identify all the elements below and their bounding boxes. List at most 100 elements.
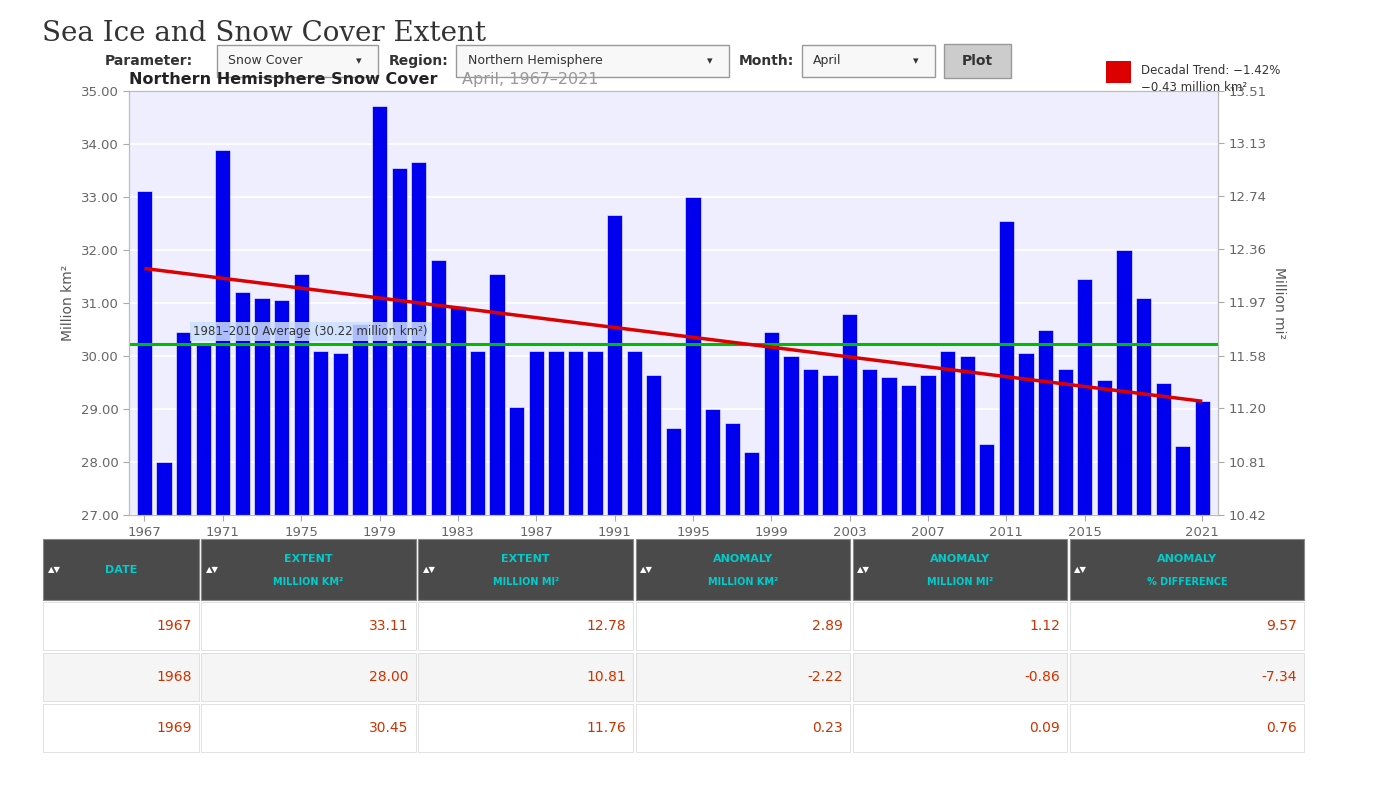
Text: MILLION MI²: MILLION MI²	[927, 577, 993, 587]
Bar	[392, 168, 407, 787]
Bar	[157, 462, 172, 787]
Text: MILLION KM²: MILLION KM²	[707, 577, 778, 587]
Text: ▲▼: ▲▼	[640, 565, 652, 575]
Text: 2.89: 2.89	[812, 619, 843, 633]
Bar	[686, 197, 700, 787]
Y-axis label: Million km²: Million km²	[62, 265, 76, 341]
Bar	[549, 351, 564, 787]
Bar	[1135, 297, 1151, 787]
Bar	[529, 351, 545, 787]
FancyBboxPatch shape	[217, 45, 378, 77]
Bar	[1096, 380, 1112, 787]
Text: 12.78: 12.78	[587, 619, 626, 633]
Bar	[451, 305, 466, 787]
Text: April, 1967–2021: April, 1967–2021	[462, 72, 599, 87]
Bar	[1175, 446, 1190, 787]
Text: Snow Cover: Snow Cover	[228, 54, 302, 68]
Text: ▾: ▾	[356, 56, 361, 66]
Text: 33.11: 33.11	[370, 619, 409, 633]
Text: ANOMALY: ANOMALY	[1156, 554, 1217, 563]
Bar	[372, 106, 388, 787]
Bar	[216, 150, 231, 787]
Text: -0.86: -0.86	[1025, 671, 1060, 684]
Bar	[959, 356, 974, 787]
Text: ▲▼: ▲▼	[857, 565, 869, 575]
Bar	[431, 260, 447, 787]
Text: -2.22: -2.22	[808, 671, 843, 684]
Text: Plot: Plot	[962, 54, 993, 68]
Bar	[900, 386, 916, 787]
Bar	[745, 452, 759, 787]
Bar	[333, 353, 349, 787]
Text: 30.45: 30.45	[370, 722, 409, 735]
Bar	[764, 332, 778, 787]
Bar	[255, 297, 270, 787]
Text: 11.76: 11.76	[587, 722, 626, 735]
Text: Parameter:: Parameter:	[105, 54, 193, 68]
Text: 0.23: 0.23	[812, 722, 843, 735]
Text: ▾: ▾	[707, 56, 713, 66]
Text: DATE: DATE	[105, 565, 137, 575]
Bar	[196, 345, 211, 787]
Text: ANOMALY: ANOMALY	[930, 554, 990, 563]
Bar	[353, 324, 368, 787]
Bar	[802, 369, 818, 787]
Text: EXTENT: EXTENT	[501, 554, 550, 563]
FancyBboxPatch shape	[944, 43, 1011, 79]
Text: 9.57: 9.57	[1266, 619, 1296, 633]
Bar	[1155, 382, 1170, 787]
Text: -7.34: -7.34	[1261, 671, 1296, 684]
FancyBboxPatch shape	[456, 45, 729, 77]
Bar	[235, 292, 251, 787]
Bar	[647, 375, 661, 787]
Bar	[1116, 249, 1131, 787]
Text: Decadal Trend: −1.42%
−0.43 million km²: Decadal Trend: −1.42% −0.43 million km²	[1141, 64, 1281, 94]
Text: ▲▼: ▲▼	[423, 565, 435, 575]
Bar	[706, 409, 720, 787]
Bar	[412, 162, 427, 787]
Bar	[783, 356, 798, 787]
Bar	[1057, 369, 1072, 787]
Bar	[510, 407, 525, 787]
Bar	[627, 351, 641, 787]
Bar	[666, 428, 680, 787]
Bar	[841, 313, 857, 787]
Bar	[176, 332, 192, 787]
Text: MILLION MI²: MILLION MI²	[493, 577, 559, 587]
Text: 1967: 1967	[157, 619, 192, 633]
Bar	[1077, 279, 1092, 787]
Text: 1.12: 1.12	[1029, 619, 1060, 633]
Text: 1981–2010 Average (30.22 million km²): 1981–2010 Average (30.22 million km²)	[193, 325, 428, 338]
Text: 0.09: 0.09	[1029, 722, 1060, 735]
Bar	[1037, 330, 1053, 787]
Bar	[1194, 401, 1210, 787]
Text: Region:: Region:	[389, 54, 449, 68]
Text: Sea Ice and Snow Cover Extent: Sea Ice and Snow Cover Extent	[42, 20, 486, 46]
Bar	[294, 274, 309, 787]
Bar	[881, 377, 896, 787]
Bar	[861, 369, 876, 787]
Text: 28.00: 28.00	[370, 671, 409, 684]
Bar	[137, 191, 153, 787]
Bar	[490, 274, 505, 787]
Bar	[314, 351, 329, 787]
Text: ANOMALY: ANOMALY	[713, 554, 773, 563]
Text: ▲▼: ▲▼	[1074, 565, 1086, 575]
Text: % DIFFERENCE: % DIFFERENCE	[1147, 577, 1228, 587]
Bar	[568, 351, 582, 787]
Text: 0.76: 0.76	[1266, 722, 1296, 735]
Bar	[822, 375, 837, 787]
Text: 1968: 1968	[155, 671, 192, 684]
Bar	[979, 444, 994, 787]
Text: ▲▼: ▲▼	[206, 565, 218, 575]
Text: April: April	[813, 54, 841, 68]
Bar	[1018, 353, 1033, 787]
Bar	[608, 216, 622, 787]
Bar	[725, 423, 739, 787]
Y-axis label: Million mi²: Million mi²	[1273, 267, 1287, 339]
Text: Month:: Month:	[739, 54, 794, 68]
Text: MILLION KM²: MILLION KM²	[273, 577, 343, 587]
Text: 1969: 1969	[155, 722, 192, 735]
FancyBboxPatch shape	[802, 45, 935, 77]
Text: EXTENT: EXTENT	[284, 554, 333, 563]
